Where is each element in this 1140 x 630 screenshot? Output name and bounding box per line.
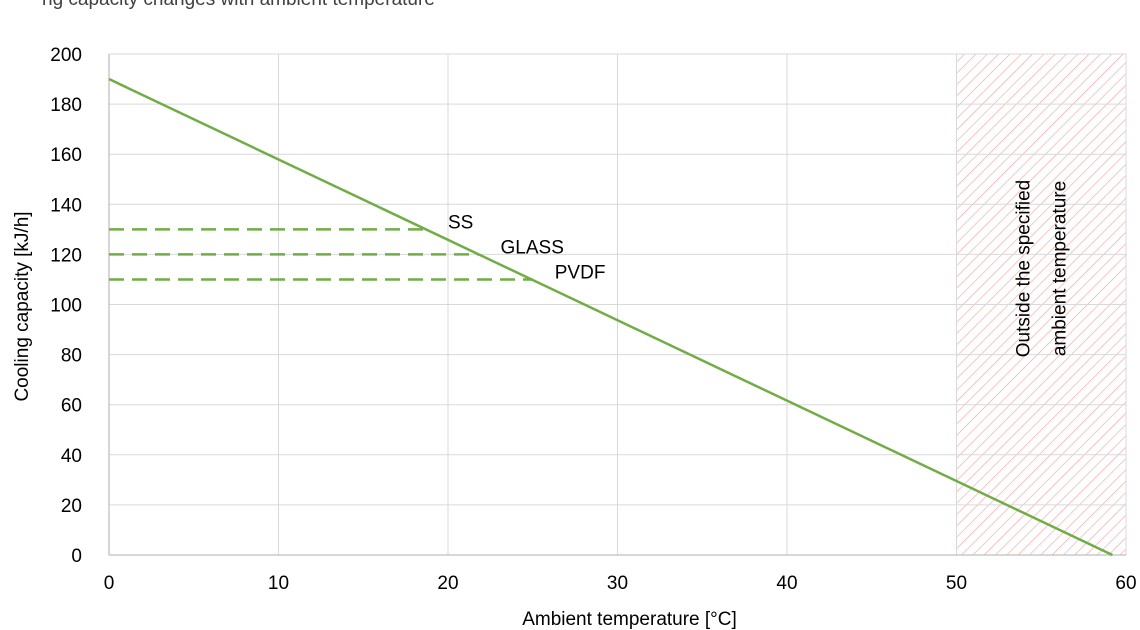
reference-line-label: PVDF <box>555 262 606 283</box>
shaded-region-label: ambient temperature <box>1049 181 1070 356</box>
y-axis-label: Cooling capacity [kJ/h] <box>12 211 33 401</box>
y-tick-label: 0 <box>71 546 82 567</box>
x-tick-label: 30 <box>607 573 628 594</box>
y-tick-label: 60 <box>61 396 82 417</box>
y-tick-label: 100 <box>50 296 82 317</box>
y-tick-label: 140 <box>50 195 82 216</box>
x-tick-label: 10 <box>268 573 289 594</box>
y-tick-label: 40 <box>61 446 82 467</box>
y-tick-label: 20 <box>61 496 82 517</box>
x-tick-label: 40 <box>776 573 797 594</box>
y-tick-label: 180 <box>50 95 82 116</box>
x-axis-label: Ambient temperature [°C] <box>522 609 737 630</box>
series-line <box>108 77 1113 557</box>
y-tick-label: 160 <box>50 145 82 166</box>
x-tick-label: 20 <box>437 573 458 594</box>
reference-line-label: GLASS <box>501 237 564 258</box>
header-text: ng capacity changes with ambient tempera… <box>42 0 435 11</box>
y-tick-label: 200 <box>50 45 82 66</box>
reference-line-label: SS <box>448 212 473 233</box>
y-tick-label: 120 <box>50 245 82 266</box>
x-tick-label: 50 <box>946 573 967 594</box>
shaded-region-label: Outside the specified <box>1013 180 1034 357</box>
x-tick-label: 60 <box>1115 573 1136 594</box>
x-tick-label: 0 <box>104 573 115 594</box>
y-tick-label: 80 <box>61 346 82 367</box>
